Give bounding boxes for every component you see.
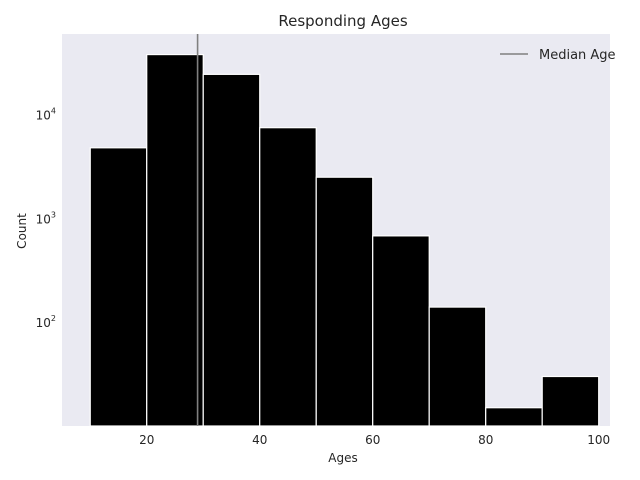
x-tick-label-80: 80 [478, 433, 493, 447]
histogram-bar-6 [428, 306, 487, 427]
histogram-bar-1 [146, 53, 204, 427]
y-ticks: 102 103 104 [36, 107, 56, 331]
histogram-bar-0 [89, 147, 148, 427]
y-tick-label-2: 104 [36, 107, 56, 123]
x-tick-label-20: 20 [139, 433, 154, 447]
legend: Median Age [500, 48, 616, 63]
x-tick-label-60: 60 [365, 433, 380, 447]
bars-group [89, 53, 600, 427]
chart-title: Responding Ages [278, 12, 407, 30]
histogram-bar-8 [541, 375, 600, 427]
legend-median-label: Median Age [539, 48, 616, 63]
y-tick-label-0: 102 [36, 314, 56, 330]
y-tick-label-1: 103 [36, 210, 56, 226]
x-tick-label-100: 100 [587, 433, 610, 447]
histogram-bar-7 [485, 407, 543, 427]
x-ticks: 20 40 60 80 100 [139, 433, 610, 447]
histogram-bar-5 [372, 235, 430, 427]
y-axis-label: Count [15, 213, 29, 249]
x-axis-label: Ages [328, 451, 357, 465]
histogram-bar-3 [259, 127, 317, 427]
histogram-bar-4 [315, 176, 374, 427]
x-tick-label-40: 40 [252, 433, 267, 447]
histogram-bar-2 [202, 73, 261, 427]
